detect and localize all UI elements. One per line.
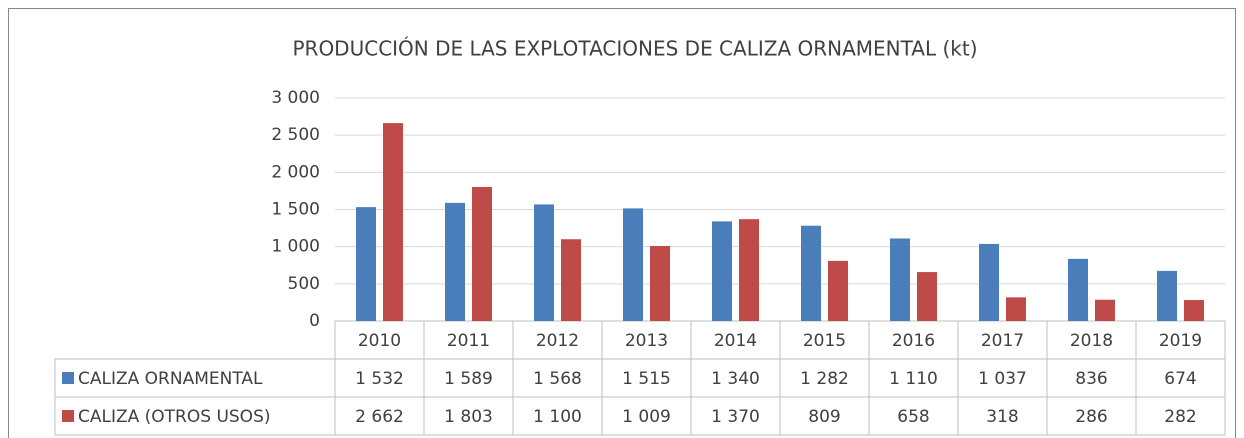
legend-label: CALIZA ORNAMENTAL	[78, 369, 263, 389]
table-cell: 1 037	[978, 369, 1027, 389]
chart-border	[8, 8, 1236, 438]
bar	[1157, 270, 1177, 321]
x-tick-label: 2014	[714, 331, 757, 351]
y-tick-label: 1 500	[271, 200, 320, 220]
table-cell: 1 282	[800, 369, 849, 389]
bar	[801, 225, 821, 321]
table-cell: 1 009	[622, 407, 671, 427]
legend-swatch	[62, 410, 74, 422]
table-cell: 1 340	[711, 369, 760, 389]
bar	[623, 208, 643, 321]
bar	[650, 245, 670, 321]
bar	[979, 243, 999, 321]
table-cell: 809	[808, 407, 840, 427]
x-tick-label: 2019	[1159, 331, 1202, 351]
table-cell: 2 662	[355, 407, 404, 427]
table-cell: 282	[1164, 407, 1196, 427]
x-tick-label: 2011	[447, 331, 490, 351]
y-tick-label: 3 000	[271, 88, 320, 108]
table-cell: 286	[1075, 407, 1107, 427]
x-tick-label: 2012	[536, 331, 579, 351]
bar	[828, 260, 848, 321]
bar	[890, 238, 910, 321]
table-cell: 1 532	[355, 369, 404, 389]
table-cell: 1 100	[533, 407, 582, 427]
y-tick-label: 500	[288, 274, 320, 294]
x-tick-label: 2010	[358, 331, 401, 351]
table-cell: 1 589	[444, 369, 493, 389]
bar	[561, 239, 581, 321]
bar	[356, 207, 376, 321]
x-tick-label: 2017	[981, 331, 1024, 351]
bar	[445, 202, 465, 321]
bar	[472, 186, 492, 321]
table-cell: 674	[1164, 369, 1196, 389]
legend-label: CALIZA (OTROS USOS)	[78, 407, 271, 427]
bar	[534, 204, 554, 321]
bar	[1068, 258, 1088, 321]
bar	[383, 123, 403, 321]
x-tick-label: 2018	[1070, 331, 1113, 351]
bar	[917, 272, 937, 321]
bar	[1006, 297, 1026, 321]
table-cell: 1 803	[444, 407, 493, 427]
y-tick-label: 1 000	[271, 237, 320, 257]
table-cell: 1 110	[889, 369, 938, 389]
bar	[712, 221, 732, 321]
chart-title: PRODUCCIÓN DE LAS EXPLOTACIONES DE CALIZ…	[292, 37, 977, 61]
y-tick-label: 2 500	[271, 125, 320, 145]
x-tick-label: 2013	[625, 331, 668, 351]
table-cell: 1 515	[622, 369, 671, 389]
table-cell: 1 370	[711, 407, 760, 427]
bar	[1184, 300, 1204, 321]
table-cell: 836	[1075, 369, 1107, 389]
bar	[1095, 299, 1115, 321]
table-cell: 318	[986, 407, 1018, 427]
bar	[739, 219, 759, 321]
table-cell: 658	[897, 407, 929, 427]
legend-swatch	[62, 372, 74, 384]
x-tick-label: 2015	[803, 331, 846, 351]
x-tick-label: 2016	[892, 331, 935, 351]
table-cell: 1 568	[533, 369, 582, 389]
y-tick-label: 0	[309, 311, 320, 331]
y-tick-label: 2 000	[271, 162, 320, 182]
